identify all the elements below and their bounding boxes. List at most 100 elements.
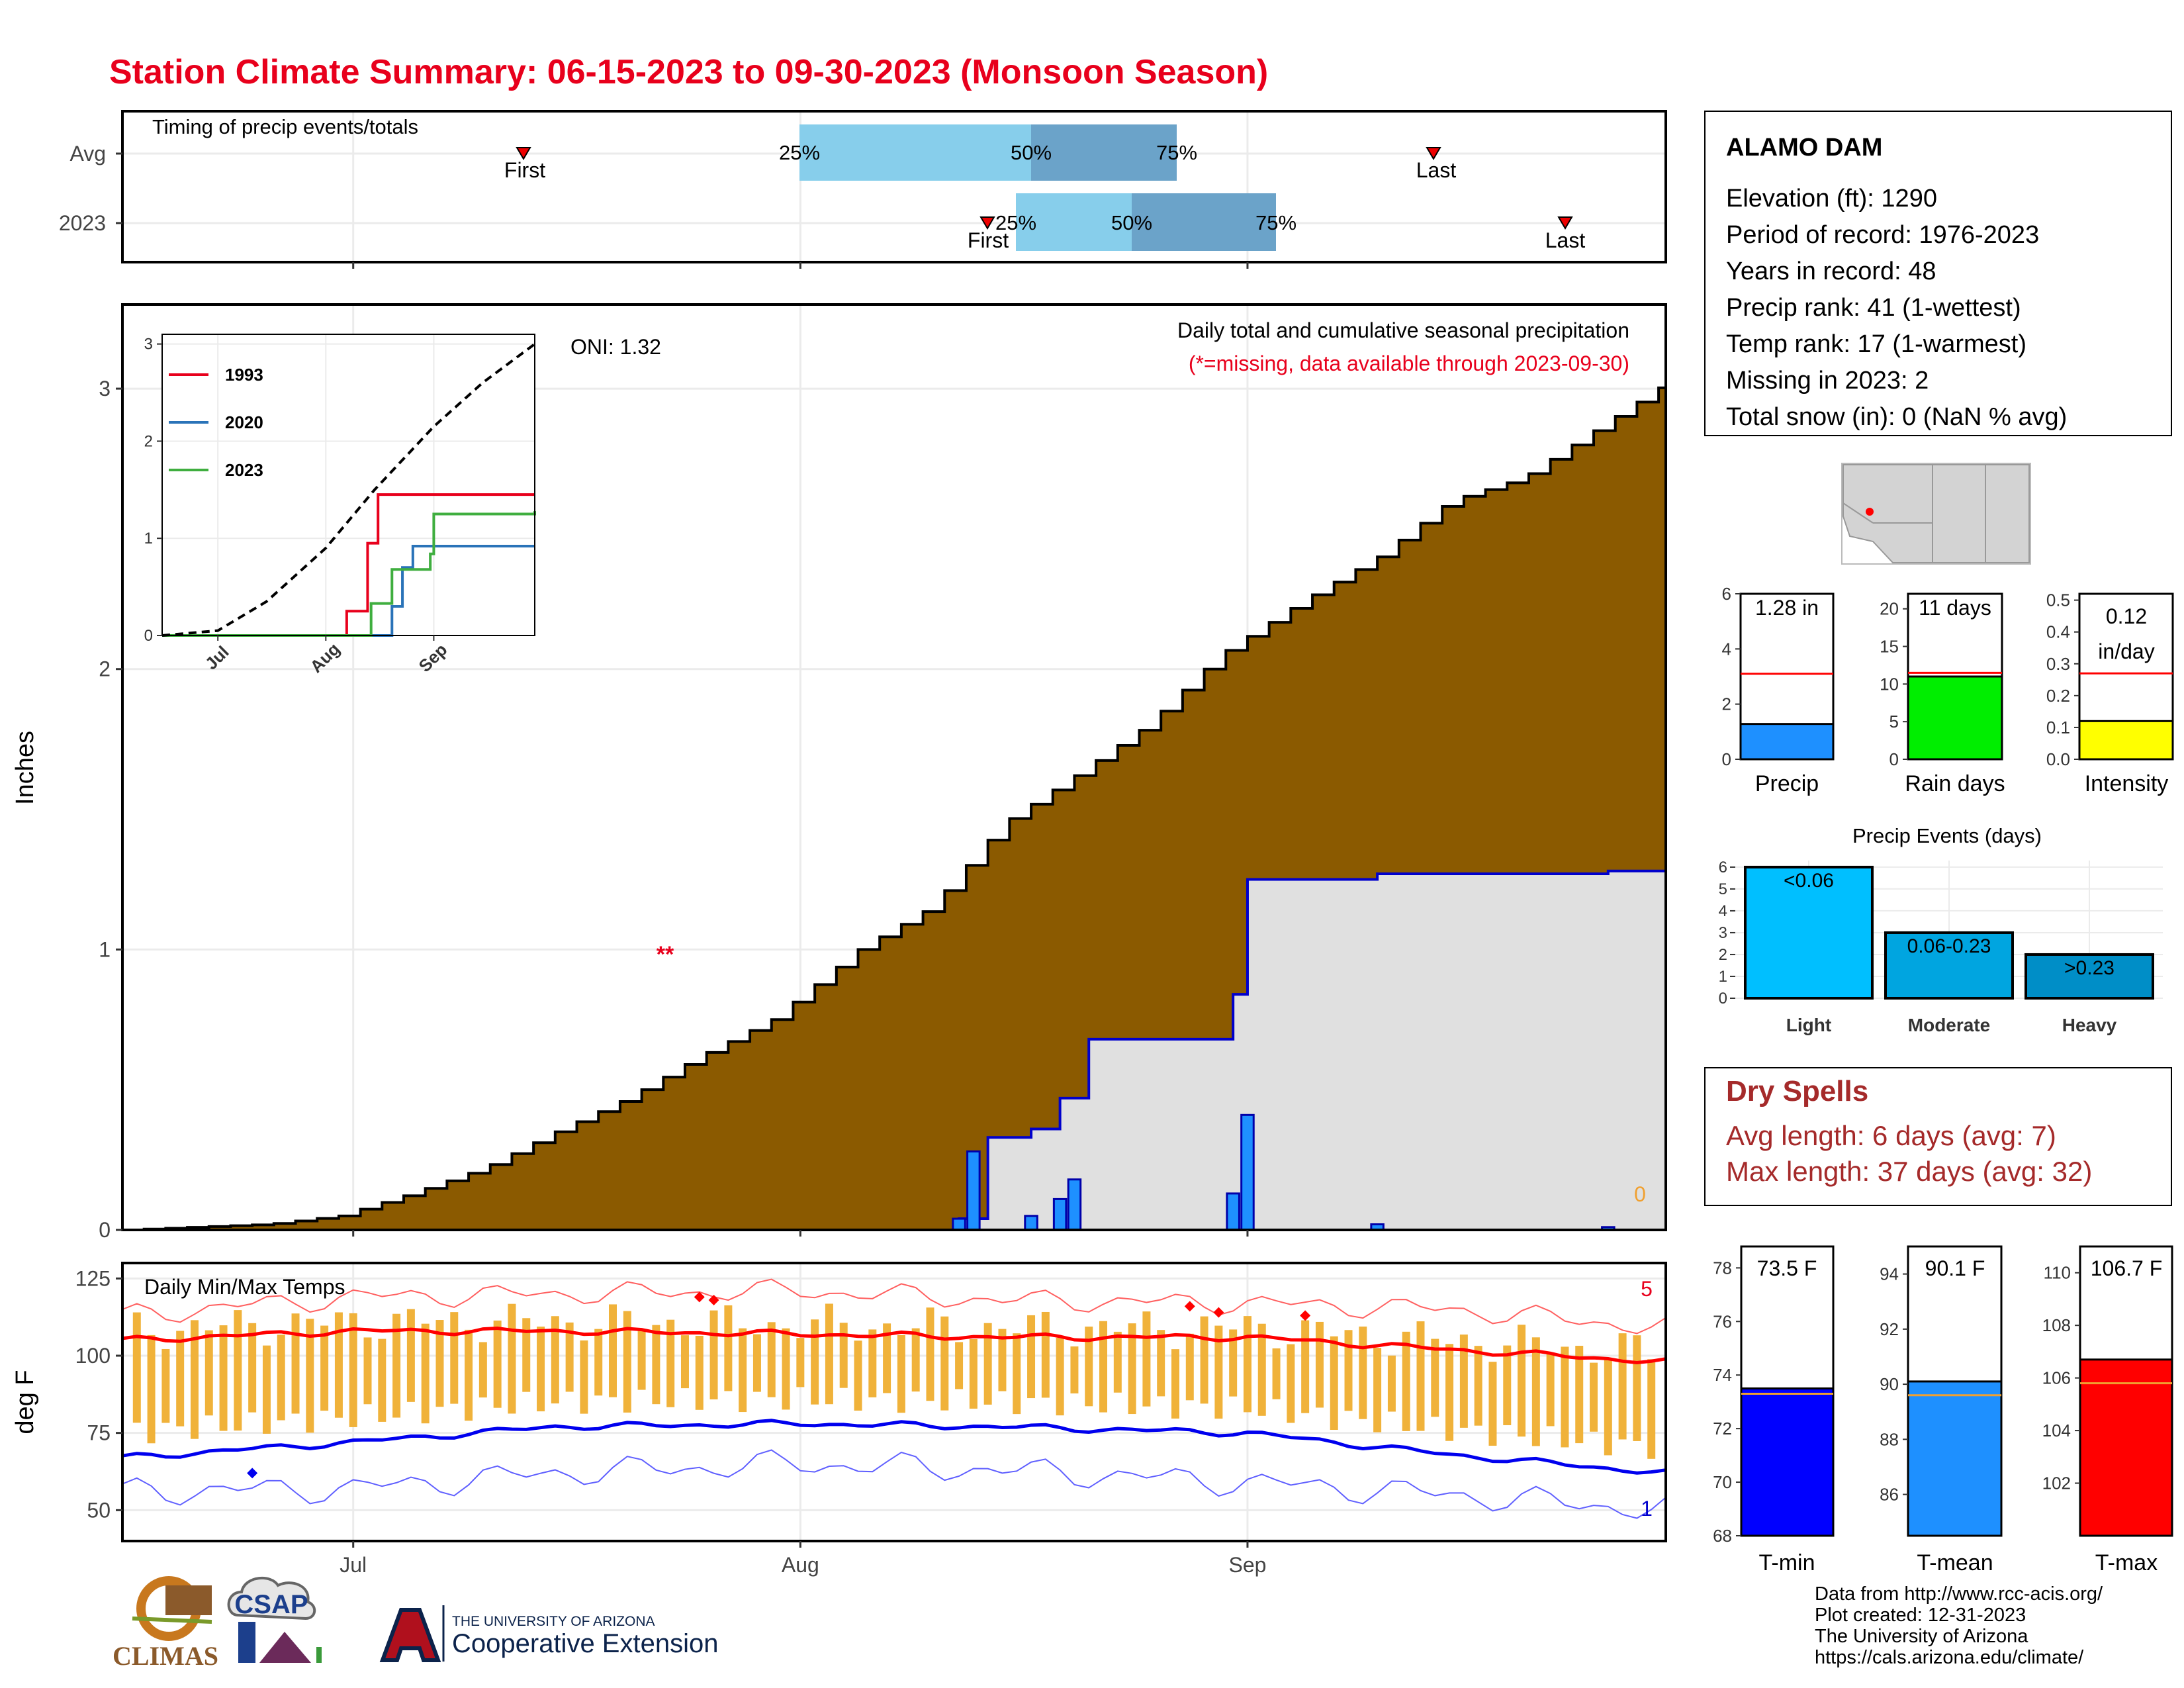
temps-ytick-label: 100 — [75, 1344, 111, 1368]
daily-temp-bar — [1315, 1321, 1324, 1408]
daily-temp-bar — [1633, 1335, 1641, 1441]
daily-temp-bar — [234, 1310, 242, 1431]
station-line-3: Years in record: 48 — [1726, 258, 1936, 285]
events-ytick-label: 2 — [1719, 946, 1727, 964]
precip-ytick-label: 2 — [99, 657, 111, 681]
daily-temp-bar — [1099, 1321, 1108, 1413]
tmean-value-bar — [1907, 1380, 2003, 1537]
record-max-line — [122, 1278, 1666, 1335]
station-line-6: Missing in 2023: 2 — [1726, 367, 1929, 395]
dry-spells-title: Dry Spells — [1726, 1075, 1868, 1107]
daily-temp-bar — [478, 1342, 487, 1398]
daily-temp-bar — [219, 1325, 228, 1431]
avg-min-line — [122, 1419, 1666, 1475]
daily-temp-bar — [839, 1323, 848, 1388]
temps-title: Daily Min/Max Temps — [144, 1275, 345, 1299]
footer-line-2: Plot created: 12-31-2023 — [1815, 1605, 2026, 1626]
timing-avg-q25: 25% — [779, 141, 820, 164]
record-high-marker — [1213, 1307, 1224, 1318]
csap-logo-text: CSAP — [234, 1590, 308, 1619]
daily-temp-bar — [1373, 1348, 1382, 1432]
timing-avg-first-marker — [516, 147, 531, 160]
event-bar-moderate — [1884, 931, 2014, 1000]
precip-ytick-label: 3 — [99, 377, 111, 400]
timing-row-2023: 2023 — [59, 211, 106, 235]
tmax-ytick-label: 104 — [2042, 1421, 2071, 1440]
daily-temp-bar — [767, 1322, 776, 1397]
daily-temp-bar — [306, 1319, 314, 1433]
temps-xtick-label: Jul — [340, 1553, 367, 1577]
daily-temp-bar — [594, 1329, 603, 1396]
tmean-label: T-mean — [1917, 1550, 1993, 1575]
daily-temp-bar — [1257, 1323, 1266, 1416]
daily-temp-bar — [465, 1329, 473, 1421]
tmin-value-bar — [1740, 1387, 1835, 1537]
temps-ytick-label: 75 — [87, 1421, 111, 1445]
record-high-marker — [694, 1291, 705, 1303]
events-ytick-label: 3 — [1719, 924, 1727, 942]
timing-avg-q25-q50 — [799, 124, 1031, 181]
daily-temp-bar — [1214, 1325, 1223, 1419]
tmean-value-label: 90.1 F — [1925, 1256, 1985, 1280]
daily-temp-bar — [176, 1331, 185, 1427]
timing-avg-last: Last — [1416, 158, 1457, 182]
temps-ytick-label: 125 — [75, 1266, 111, 1290]
intensity-ytick-label: 0.2 — [2046, 686, 2070, 706]
daily-temp-bar — [811, 1319, 819, 1405]
daily-temp-bar — [248, 1323, 257, 1413]
event-bar-label: <0.06 — [1784, 870, 1834, 892]
ua-logo-line2: Cooperative Extension — [452, 1629, 718, 1658]
daily-precip-bar — [1024, 1215, 1038, 1231]
temps-xtick-label: Aug — [782, 1553, 819, 1577]
record-low-marker — [247, 1468, 258, 1479]
dry-spells-frame — [1704, 1067, 2172, 1206]
daily-temp-bar — [392, 1313, 401, 1418]
csap-logo: CSAP — [227, 1576, 322, 1663]
record-min-line — [122, 1449, 1666, 1519]
station-line-7: Total snow (in): 0 (NaN % avg) — [1726, 403, 2067, 431]
daily-temp-bar — [1488, 1362, 1497, 1446]
events-ytick-label: 4 — [1719, 902, 1727, 920]
temps-frame — [121, 1262, 1667, 1542]
daily-temp-bar — [551, 1316, 559, 1404]
daily-temp-bar — [623, 1311, 631, 1413]
record-high-marker — [1300, 1310, 1311, 1321]
daily-temp-bar — [190, 1320, 199, 1439]
daily-temp-bar — [1229, 1329, 1238, 1397]
daily-temp-bar — [1243, 1316, 1251, 1413]
raindays-ytick-label: 15 — [1880, 637, 1899, 657]
raindays-label: Rain days — [1905, 771, 2005, 796]
tmin-value-label: 73.5 F — [1757, 1256, 1817, 1280]
intensity-ytick-label: 0.3 — [2046, 654, 2070, 674]
zero-count: 0 — [1634, 1182, 1646, 1206]
temps-xtick-label: Sep — [1228, 1553, 1266, 1577]
daily-temp-bar — [1445, 1344, 1454, 1441]
events-ytick-label: 0 — [1719, 990, 1727, 1008]
timing-title: Timing of precip events/totals — [152, 115, 418, 138]
temps-ylabel: deg F — [11, 1370, 39, 1434]
daily-temp-bar — [969, 1338, 978, 1409]
station-name: ALAMO DAM — [1726, 134, 1882, 162]
events-title: Precip Events (days) — [1852, 824, 2042, 847]
raindays-ytick-label: 0 — [1889, 749, 1899, 769]
events-ytick-label: 5 — [1719, 880, 1727, 898]
raindays-value-bar — [1907, 675, 2003, 761]
tmin-ytick-label: 72 — [1713, 1419, 1732, 1438]
daily-temp-bar — [161, 1348, 170, 1423]
daily-temp-bar — [406, 1309, 415, 1402]
daily-temp-bar — [537, 1327, 545, 1412]
daily-precip-bar — [952, 1217, 966, 1231]
daily-temp-bar — [609, 1304, 617, 1397]
timing-2023-last-marker — [1557, 216, 1573, 230]
daily-precip-bar — [1226, 1192, 1240, 1231]
daily-temp-bar — [1518, 1325, 1526, 1437]
climas-logo: CLIMAS — [113, 1576, 218, 1671]
timing-avg-q50-q75 — [1031, 124, 1177, 181]
footer-line-4: https://cals.arizona.edu/climate/ — [1815, 1647, 2084, 1668]
inset-frame-bg — [162, 334, 535, 635]
daily-temp-bar — [522, 1318, 531, 1392]
raindays-ytick-label: 20 — [1880, 599, 1899, 619]
daily-temp-bar — [637, 1330, 646, 1390]
timing-2023-last: Last — [1545, 228, 1586, 252]
